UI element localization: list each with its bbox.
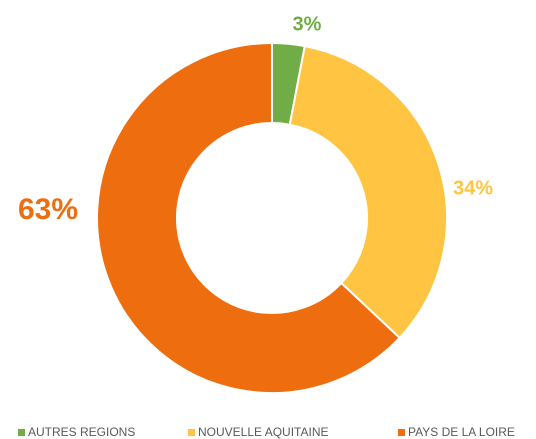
legend-label: NOUVELLE AQUITAINE (198, 425, 328, 439)
legend-swatch (188, 429, 195, 436)
slice (288, 44, 449, 340)
data-label: 63% (18, 193, 78, 226)
legend-swatch (18, 429, 25, 436)
legend-label: AUTRES REGIONS (28, 425, 135, 439)
slice (96, 41, 401, 394)
legend-swatch (398, 429, 405, 436)
legend-label: PAYS DE LA LOIRE (408, 425, 515, 439)
data-label: 34% (453, 177, 493, 199)
data-label: 3% (293, 13, 322, 35)
